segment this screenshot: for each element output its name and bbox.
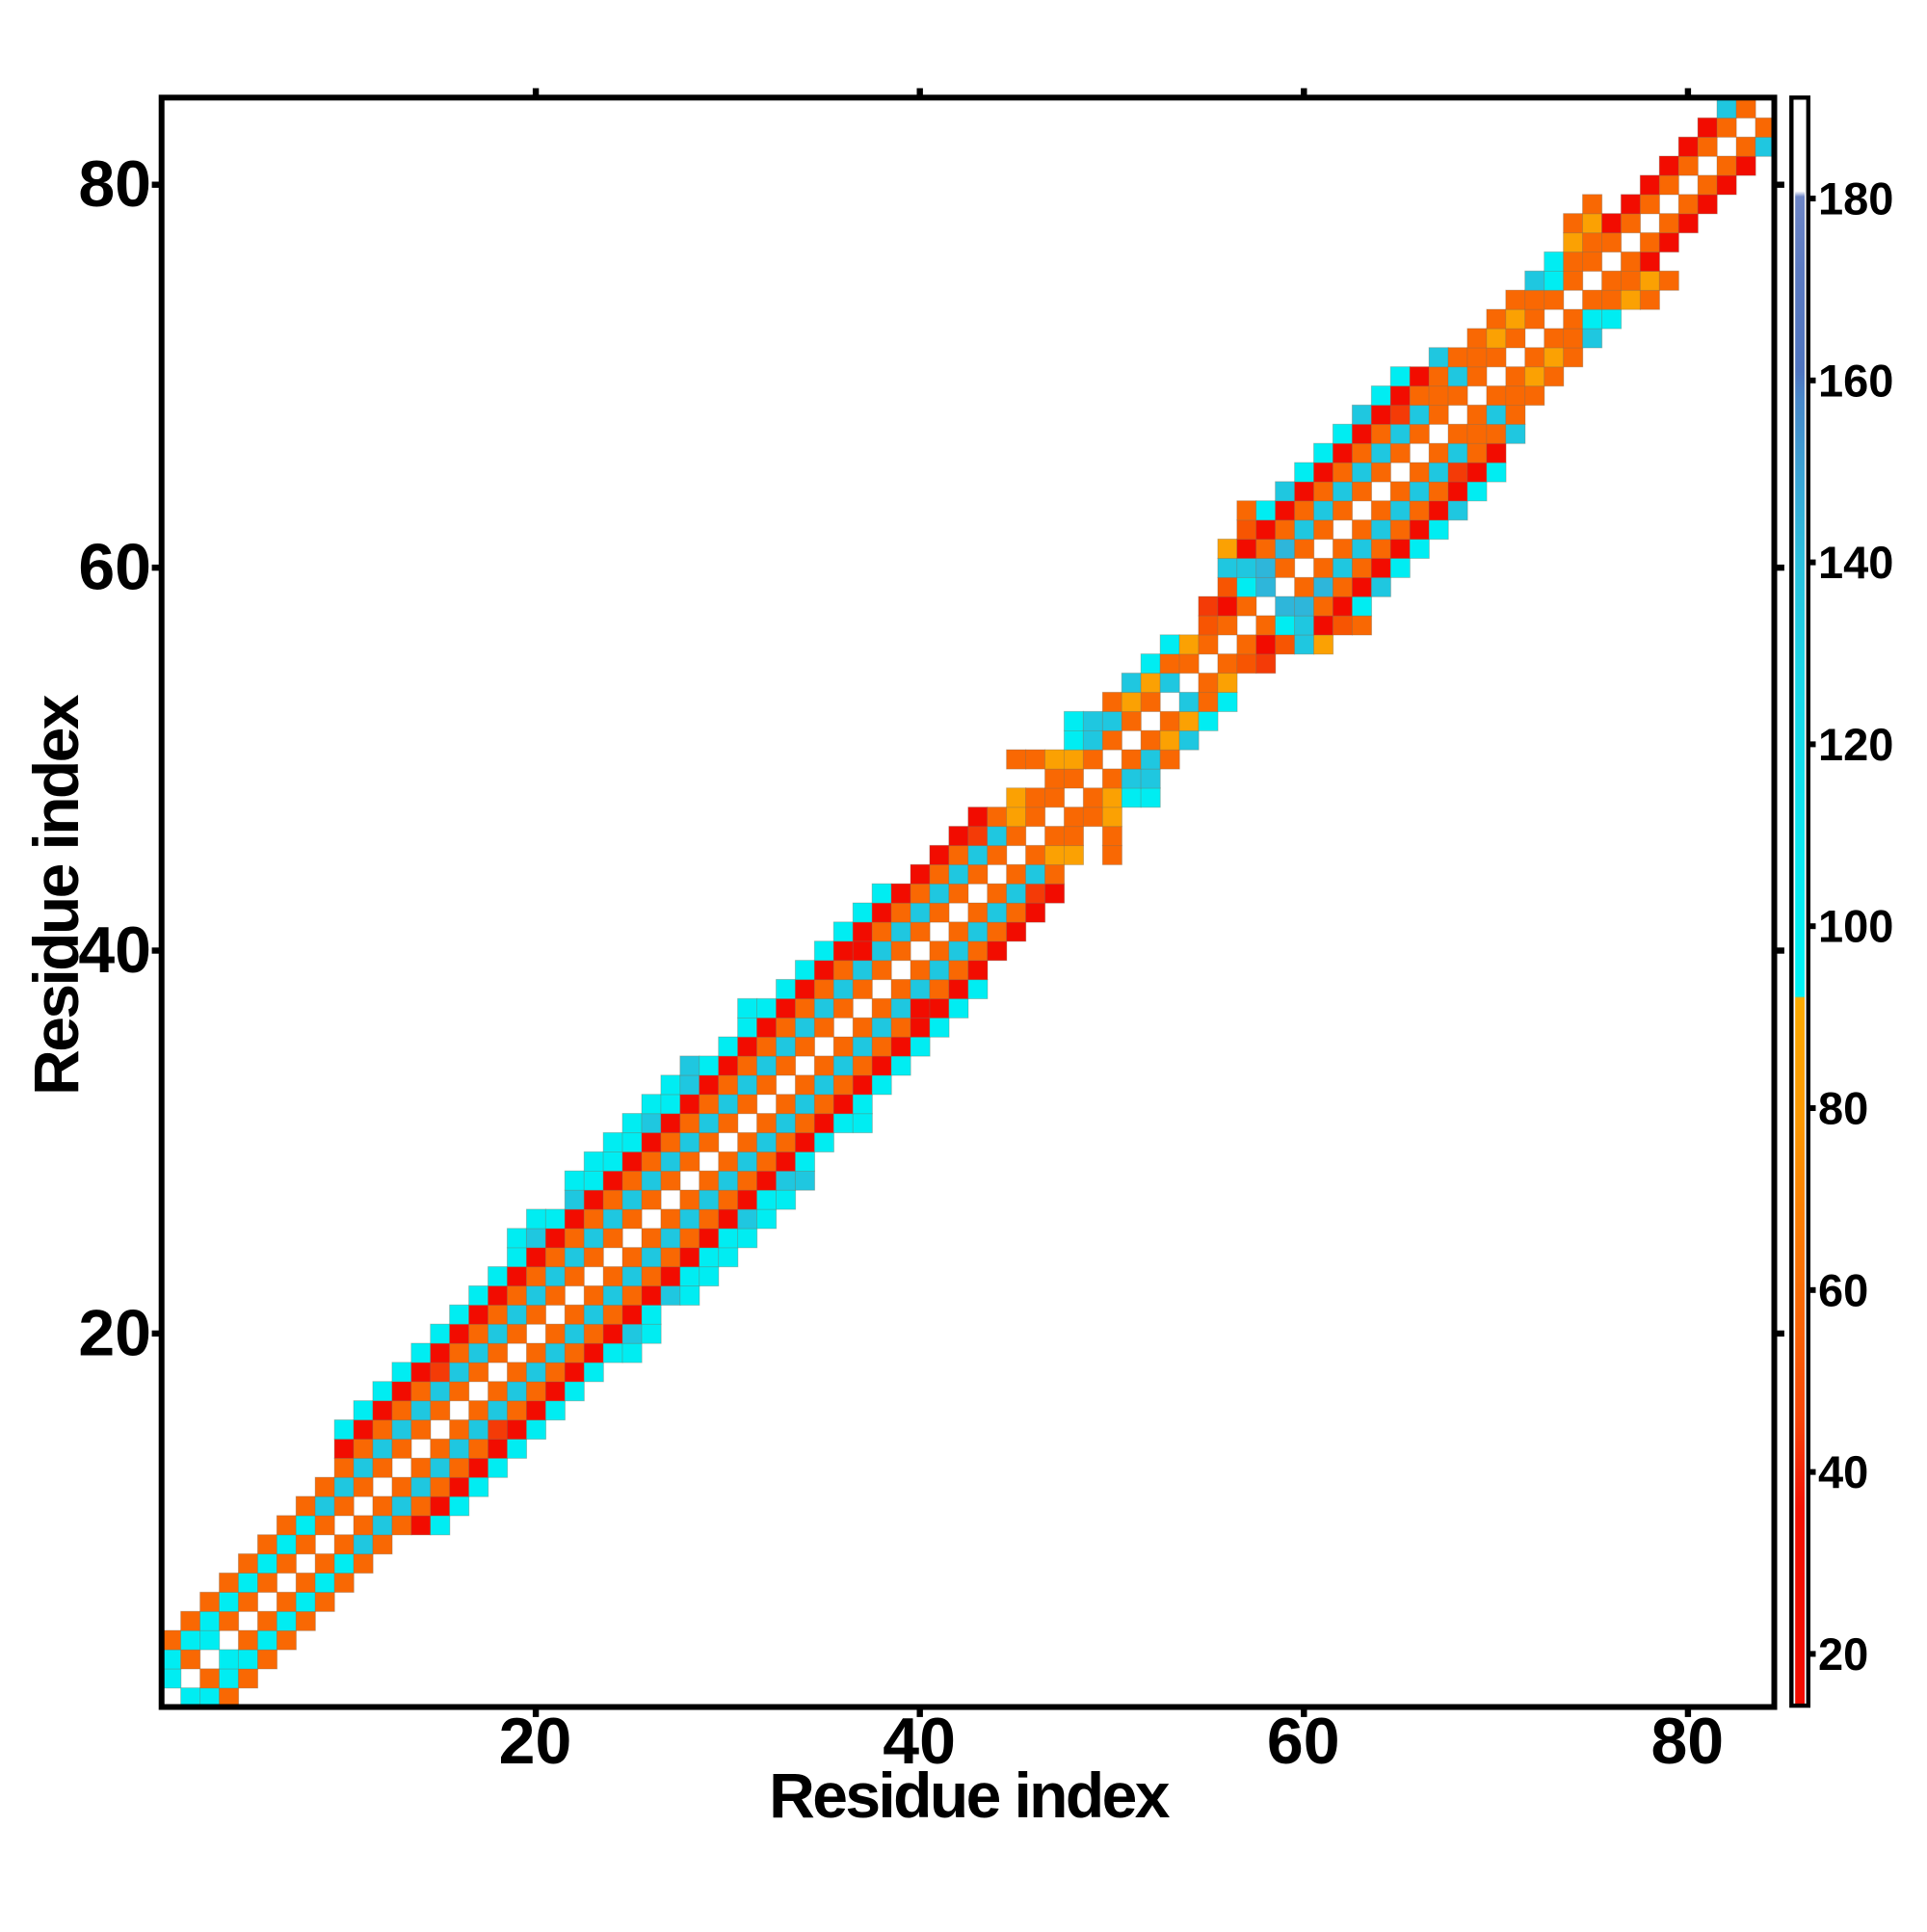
svg-text:20: 20 <box>78 1296 151 1369</box>
svg-text:80: 80 <box>1818 1083 1868 1134</box>
svg-text:160: 160 <box>1818 355 1893 406</box>
svg-text:20: 20 <box>499 1705 572 1778</box>
svg-text:60: 60 <box>78 531 151 604</box>
svg-text:120: 120 <box>1818 719 1893 770</box>
svg-text:80: 80 <box>1650 1705 1724 1778</box>
svg-text:100: 100 <box>1818 901 1893 952</box>
svg-text:60: 60 <box>1267 1705 1340 1778</box>
svg-text:40: 40 <box>883 1705 956 1778</box>
svg-text:40: 40 <box>1818 1446 1868 1497</box>
svg-text:180: 180 <box>1818 173 1893 225</box>
svg-text:140: 140 <box>1818 537 1893 588</box>
svg-text:40: 40 <box>78 913 151 987</box>
svg-text:Residue index: Residue index <box>20 694 92 1096</box>
svg-text:60: 60 <box>1818 1264 1868 1315</box>
svg-text:20: 20 <box>1818 1628 1868 1680</box>
svg-text:Residue index: Residue index <box>769 1760 1171 1831</box>
svg-text:80: 80 <box>78 147 151 221</box>
